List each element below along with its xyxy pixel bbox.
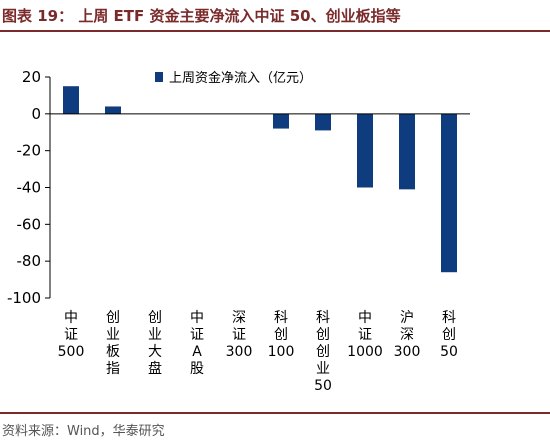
x-category-label: 科创创业 50 xyxy=(314,310,332,394)
bar xyxy=(63,86,79,114)
x-category-label: 深证 300 xyxy=(226,310,253,360)
chart-title: 图表 19： 上周 ETF 资金主要净流入中证 50、创业板指等 xyxy=(2,7,401,25)
bar xyxy=(357,113,373,188)
bar xyxy=(441,113,457,273)
legend-swatch xyxy=(155,72,163,82)
y-tick-label: -20 xyxy=(17,142,42,160)
y-tick-label: 20 xyxy=(22,68,41,86)
x-category-label: 创业板指 xyxy=(106,310,120,377)
x-category-label: 中证 A 股 xyxy=(190,310,204,377)
y-tick-label: -40 xyxy=(17,179,42,197)
x-category-label: 中证 500 xyxy=(58,310,85,360)
x-category-label: 沪深 300 xyxy=(394,310,421,360)
y-tick-label: -100 xyxy=(7,289,41,307)
x-category-label: 创业大盘 xyxy=(148,310,162,377)
x-category-label: 科创 100 xyxy=(268,310,295,360)
source-bar: 资料来源：Wind，华泰研究 xyxy=(0,412,550,442)
y-tick-label: 0 xyxy=(31,105,41,123)
bar xyxy=(315,113,331,131)
y-tick-label: -80 xyxy=(17,252,42,270)
x-category-label: 中证 1000 xyxy=(347,310,383,360)
y-tick-label: -60 xyxy=(17,215,42,233)
title-bar: 图表 19： 上周 ETF 资金主要净流入中证 50、创业板指等 xyxy=(0,0,550,32)
bar xyxy=(273,113,289,129)
x-category-label: 科创 50 xyxy=(440,310,458,360)
bar-chart: 20 0 -20 -40 -60 -80 -100 中证 500 创业板指 创业大盘 中证 A 股 深证 30… xyxy=(7,68,470,394)
source-note: 资料来源：Wind，华泰研究 xyxy=(2,424,165,439)
bar xyxy=(105,106,121,114)
bar xyxy=(399,113,415,190)
legend-label: 上周资金净流入（亿元） xyxy=(169,70,312,86)
